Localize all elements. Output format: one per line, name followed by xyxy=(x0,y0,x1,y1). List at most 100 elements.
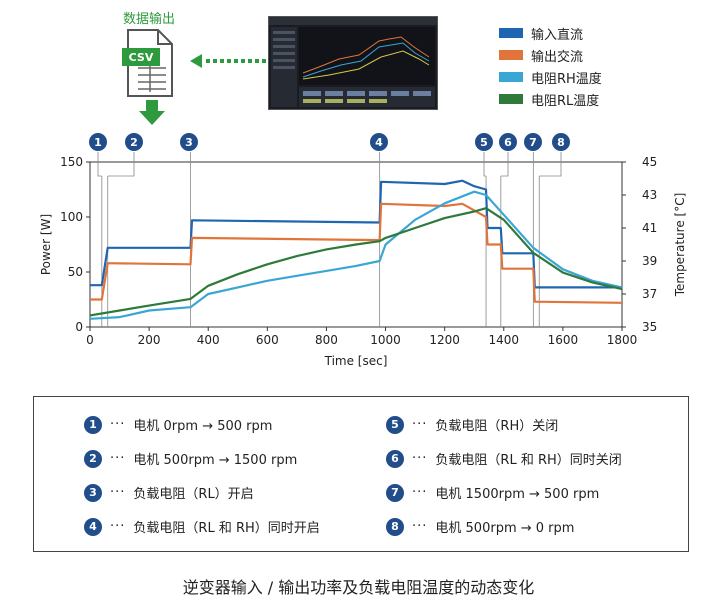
y-left-tick-label: 0 xyxy=(75,320,83,334)
y-left-tick-label: 50 xyxy=(68,265,83,279)
event-marker-label: 7 xyxy=(529,136,537,149)
event-marker-label: 3 xyxy=(185,136,193,149)
x-tick-label: 200 xyxy=(138,333,161,347)
step-item: 6 ··· 负载电阻（RL 和 RH）同时关闭 xyxy=(386,449,622,468)
plot-frame xyxy=(89,161,623,328)
series-line xyxy=(89,207,623,317)
event-marker-label: 5 xyxy=(480,136,488,149)
step-badge: 4 xyxy=(84,517,102,536)
step-text: 电机 500rpm → 1500 rpm xyxy=(133,453,298,468)
event-marker-leader xyxy=(97,152,102,177)
event-marker-leader xyxy=(483,152,487,177)
legend-label: 电阻RL温度 xyxy=(531,93,600,109)
step-item: 8 ··· 电机 500rpm → 0 rpm xyxy=(386,517,574,536)
thumbnail-graph xyxy=(269,17,437,107)
x-tick-label: 400 xyxy=(197,333,220,347)
dotted-left-arrow-icon xyxy=(190,54,266,68)
step-dots: ··· xyxy=(110,519,126,534)
step-dots: ··· xyxy=(110,485,126,500)
y-right-tick-label: 35 xyxy=(642,320,657,334)
x-tick-label: 800 xyxy=(315,333,338,347)
series-line xyxy=(90,179,622,289)
event-marker-badge xyxy=(475,133,493,151)
power-temperature-chart: 0 200 400 600 800 1000 1200 1400 1600 1800 0 50 100 1… xyxy=(39,133,687,368)
event-marker-badge xyxy=(524,133,542,151)
figure-caption: 逆变器输入 / 输出功率及负载电阻温度的动态变化 xyxy=(182,578,535,597)
event-marker-label: 8 xyxy=(557,136,565,149)
step-badge: 7 xyxy=(386,483,404,502)
step-text: 负载电阻（RL）开启 xyxy=(133,487,254,502)
y-right-tick-label: 41 xyxy=(642,221,657,235)
legend-item: 电阻RL温度 xyxy=(499,88,602,110)
export-label: 数据输出 xyxy=(123,12,176,27)
step-dots: ··· xyxy=(412,451,428,466)
legend-label: 输出交流 xyxy=(531,49,584,65)
step-text: 电机 0rpm → 500 rpm xyxy=(133,419,273,434)
y-right-tick-label: 45 xyxy=(642,155,657,169)
y-right-tick-label: 37 xyxy=(642,287,657,301)
step-badge: 5 xyxy=(386,415,404,434)
step-text: 电机 1500rpm → 500 rpm xyxy=(435,487,600,502)
legend-swatch xyxy=(499,72,523,82)
x-tick-label: 1600 xyxy=(548,333,579,347)
event-marker-badge xyxy=(499,133,517,151)
step-dots: ··· xyxy=(412,417,428,432)
legend-swatch xyxy=(499,28,523,38)
legend-item: 电阻RH温度 xyxy=(499,66,602,88)
step-badge: 6 xyxy=(386,449,404,468)
legend-label: 电阻RH温度 xyxy=(531,71,602,87)
event-marker-leader xyxy=(500,152,509,177)
x-tick-label: 600 xyxy=(256,333,279,347)
event-marker-label: 1 xyxy=(94,136,102,149)
series-line xyxy=(90,202,623,304)
legend-label: 输入直流 xyxy=(531,27,584,43)
step-text: 负载电阻（RL 和 RH）同时关闭 xyxy=(435,453,622,468)
event-marker-leader xyxy=(107,152,135,177)
legend-item: 输入直流 xyxy=(499,22,602,44)
y-right-tick-label: 43 xyxy=(642,188,657,202)
step-text: 负载电阻（RH）关闭 xyxy=(435,419,559,434)
legend-swatch xyxy=(499,94,523,104)
y-left-tick-label: 150 xyxy=(60,155,83,169)
step-badge: 2 xyxy=(84,449,102,468)
legend-item: 输出交流 xyxy=(499,44,602,66)
y-right-tick-label: 39 xyxy=(642,254,657,268)
event-marker-label: 2 xyxy=(130,136,138,149)
event-marker-badge xyxy=(370,133,388,151)
y-left-tick-label: 100 xyxy=(60,210,83,224)
steps-legend-panel: 1 ··· 电机 0rpm → 500 rpm 2 ··· 电机 500rpm … xyxy=(33,396,689,552)
step-badge: 3 xyxy=(84,483,102,502)
y-right-axis-label: Temperature [°C] xyxy=(673,193,687,298)
step-dots: ··· xyxy=(412,519,428,534)
x-tick-label: 1000 xyxy=(370,333,401,347)
step-item: 5 ··· 负载电阻（RH）关闭 xyxy=(386,415,558,434)
csv-badge-text: CSV xyxy=(129,51,154,64)
event-marker-label: 6 xyxy=(504,136,512,149)
software-screenshot-thumbnail xyxy=(268,16,438,110)
series-line xyxy=(89,190,623,320)
y-left-axis-label: Power [W] xyxy=(39,214,53,275)
event-marker-badge xyxy=(89,133,107,151)
step-badge: 1 xyxy=(84,415,102,434)
step-item: 4 ··· 负载电阻（RL 和 RH）同时开启 xyxy=(84,517,320,536)
chart-legend: 输入直流 输出交流 电阻RH温度 电阻RL温度 xyxy=(499,22,602,110)
step-item: 1 ··· 电机 0rpm → 500 rpm xyxy=(84,415,272,434)
legend-swatch xyxy=(499,50,523,60)
x-tick-label: 1800 xyxy=(607,333,638,347)
step-item: 7 ··· 电机 1500rpm → 500 rpm xyxy=(386,483,599,502)
step-item: 3 ··· 负载电阻（RL）开启 xyxy=(84,483,254,502)
step-dots: ··· xyxy=(110,417,126,432)
event-marker-label: 4 xyxy=(375,136,383,149)
step-text: 电机 500rpm → 0 rpm xyxy=(435,521,575,536)
down-arrow-icon xyxy=(139,100,165,125)
event-marker-leader xyxy=(539,152,562,177)
step-item: 2 ··· 电机 500rpm → 1500 rpm xyxy=(84,449,297,468)
x-axis-label: Time [sec] xyxy=(324,354,388,368)
event-marker-badge xyxy=(125,133,143,151)
step-badge: 8 xyxy=(386,517,404,536)
event-marker-badge xyxy=(180,133,198,151)
step-dots: ··· xyxy=(110,451,126,466)
step-dots: ··· xyxy=(412,485,428,500)
event-marker-badge xyxy=(552,133,570,151)
x-tick-label: 1200 xyxy=(429,333,460,347)
